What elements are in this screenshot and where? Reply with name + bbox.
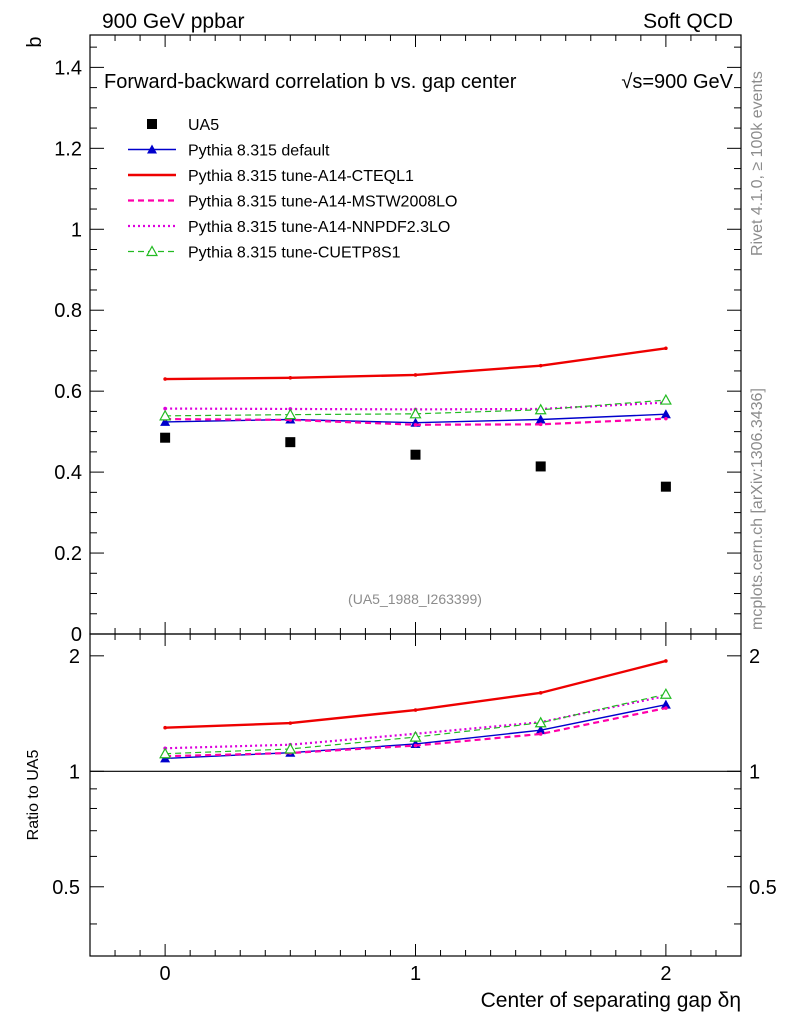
ratio-point-pythia-8-315-tune-a14-cteql1 [664,659,668,663]
reference-tag: (UA5_1988_I263399) [348,591,482,607]
point-pythia-8-315-tune-cuetp8s1 [409,407,422,419]
ratio-point-pythia-8-315-tune-a14-mstw2008lo [664,706,668,710]
x-tick-label: 0 [160,963,171,985]
point-pythia-8-315-tune-a14-cteql1 [538,363,543,368]
ratio-tick-label-right: 1 [749,761,760,783]
ratio-point-pythia-8-315-tune-a14-mstw2008lo [538,732,543,736]
point-pythia-8-315-default [160,416,171,426]
point-pythia-8-315-tune-cuetp8s1 [534,403,547,415]
y-axis-label: b [24,36,46,47]
ratio-tick-label: 1 [69,761,80,783]
ratio-point-pythia-8-315-tune-a14-cteql1 [163,725,167,730]
legend-label-pythia-8-315-default: Pythia 8.315 default [188,143,330,160]
point-pythia-8-315-default [535,414,546,424]
sqrt-s-label: √s=900 GeV [621,71,733,93]
plot-title: Forward-backward correlation b vs. gap c… [104,71,517,93]
y-tick-label: 0.2 [54,543,82,565]
energy-label: 900 GeV ppbar [102,10,244,33]
ratio-tick-label-right: 2 [749,646,760,668]
x-tick-label: 1 [410,963,421,985]
ratio-point-pythia-8-315-tune-a14-cteql1 [413,708,418,712]
ratio-point-pythia-8-315-default [535,725,546,735]
point-ua5 [660,481,671,492]
y-tick-label: 0.8 [54,300,82,322]
legend-label-pythia-8-315-tune-a14-mstw2008lo: Pythia 8.315 tune-A14-MSTW2008LO [188,194,457,211]
point-pythia-8-315-tune-cuetp8s1 [159,409,172,421]
y-tick-label: 1 [71,219,82,241]
point-ua5 [535,461,546,472]
y-tick-label: 1.4 [54,57,82,79]
x-tick-label: 2 [660,963,671,985]
point-pythia-8-315-tune-a14-cteql1 [163,377,167,381]
legend-marker-pythia-8-315-default [147,144,157,154]
ratio-point-pythia-8-315-default [660,699,671,709]
y-tick-label: 0 [71,624,82,646]
legend-label-pythia-8-315-tune-cuetp8s1: Pythia 8.315 tune-CUETP8S1 [188,245,401,262]
point-pythia-8-315-tune-a14-cteql1 [288,376,293,380]
point-pythia-8-315-default [660,409,671,419]
legend-label-ua5: UA5 [188,117,219,134]
ratio-point-pythia-8-315-tune-a14-mstw2008lo [413,743,418,748]
ratio-tick-label: 0.5 [52,877,80,899]
point-pythia-8-315-tune-a14-cteql1 [413,373,418,377]
y-tick-label: 0.4 [54,462,82,484]
point-pythia-8-315-tune-cuetp8s1 [659,393,672,405]
point-pythia-8-315-tune-a14-nnpdf2-3lo [163,406,167,411]
ratio-point-pythia-8-315-tune-a14-cteql1 [538,691,543,695]
y-tick-label: 1.2 [54,138,82,160]
ratio-axis-label: Ratio to UA5 [25,750,42,841]
ratio-point-pythia-8-315-tune-cuetp8s1 [409,730,422,742]
category-label: Soft QCD [643,10,733,33]
legend-marker-ua5 [147,119,157,129]
ratio-plot-frame [89,633,742,957]
point-pythia-8-315-tune-cuetp8s1 [284,408,297,420]
point-pythia-8-315-tune-a14-mstw2008lo [538,422,543,427]
point-pythia-8-315-tune-a14-cteql1 [664,346,668,351]
rivet-version-label: Rivet 4.1.0, ≥ 100k events [749,71,766,256]
x-axis-label: Center of separating gap δη [481,989,741,1012]
ratio-point-pythia-8-315-tune-cuetp8s1 [159,747,172,759]
legend-label-pythia-8-315-tune-a14-cteql1: Pythia 8.315 tune-A14-CTEQL1 [188,168,414,185]
ratio-point-pythia-8-315-tune-cuetp8s1 [284,742,297,754]
ratio-point-pythia-8-315-tune-cuetp8s1 [534,716,547,728]
ratio-tick-label: 2 [69,646,80,668]
ratio-point-pythia-8-315-tune-cuetp8s1 [659,688,672,699]
point-pythia-8-315-tune-a14-mstw2008lo [413,422,418,427]
legend-label-pythia-8-315-tune-a14-nnpdf2-3lo: Pythia 8.315 tune-A14-NNPDF2.3LO [188,219,450,236]
ratio-point-pythia-8-315-tune-a14-cteql1 [288,721,293,725]
ratio-tick-label-right: 0.5 [749,877,777,899]
mcplots-label: mcplots.cern.ch [arXiv:1306.3436] [749,388,766,630]
point-ua5 [285,437,296,448]
legend-marker-pythia-8-315-tune-cuetp8s1 [145,245,159,257]
point-pythia-8-315-tune-a14-mstw2008lo [664,416,668,421]
point-ua5 [160,432,171,443]
point-ua5 [410,449,421,460]
ratio-line-pythia-8-315-tune-a14-cteql1 [165,659,667,729]
y-tick-label: 0.6 [54,381,82,403]
